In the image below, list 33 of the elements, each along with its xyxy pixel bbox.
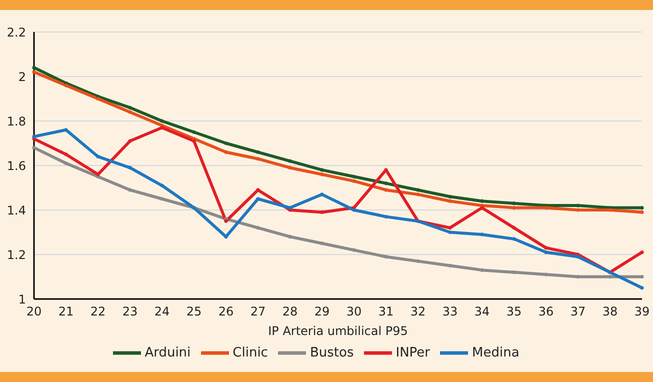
y-tick-label: 1.6 xyxy=(6,158,26,173)
x-tick-label: 32 xyxy=(410,304,426,319)
x-tick-label: 38 xyxy=(602,304,618,319)
x-tick-label: 28 xyxy=(282,304,298,319)
x-tick-label: 25 xyxy=(186,304,202,319)
x-tick-label: 26 xyxy=(218,304,234,319)
legend-label: Medina xyxy=(472,346,520,361)
x-tick-label: 30 xyxy=(346,304,362,319)
x-tick-label: 39 xyxy=(634,304,650,319)
x-tick-label: 27 xyxy=(250,304,266,319)
x-tick-label: 37 xyxy=(570,304,586,319)
x-tick-label: 24 xyxy=(154,304,170,319)
y-tick-label: 1.8 xyxy=(6,114,26,128)
x-tick-label: 23 xyxy=(122,304,138,319)
x-axis-title: IP Arteria umbilical P95 xyxy=(268,324,408,338)
legend-label: Bustos xyxy=(310,346,354,361)
y-tick-label: 1 xyxy=(18,292,26,306)
legend-label: INPer xyxy=(396,346,430,361)
x-tick-label: 35 xyxy=(506,304,522,319)
y-tick-label: 2 xyxy=(18,70,26,84)
x-tick-label: 36 xyxy=(538,304,554,319)
y-tick-label: 2.2 xyxy=(6,25,26,40)
x-tick-label: 20 xyxy=(26,304,42,319)
x-tick-label: 34 xyxy=(474,304,490,319)
y-tick-label: 1.2 xyxy=(6,248,26,262)
y-tick-label: 1.4 xyxy=(6,203,26,218)
x-tick-label: 29 xyxy=(314,304,330,319)
x-tick-label: 33 xyxy=(442,304,458,319)
x-tick-label: 31 xyxy=(378,304,394,319)
legend-label: Arduini xyxy=(144,346,191,361)
legend-label: Clinic xyxy=(232,346,268,361)
x-tick-label: 21 xyxy=(58,304,74,319)
x-tick-label: 22 xyxy=(90,304,106,319)
